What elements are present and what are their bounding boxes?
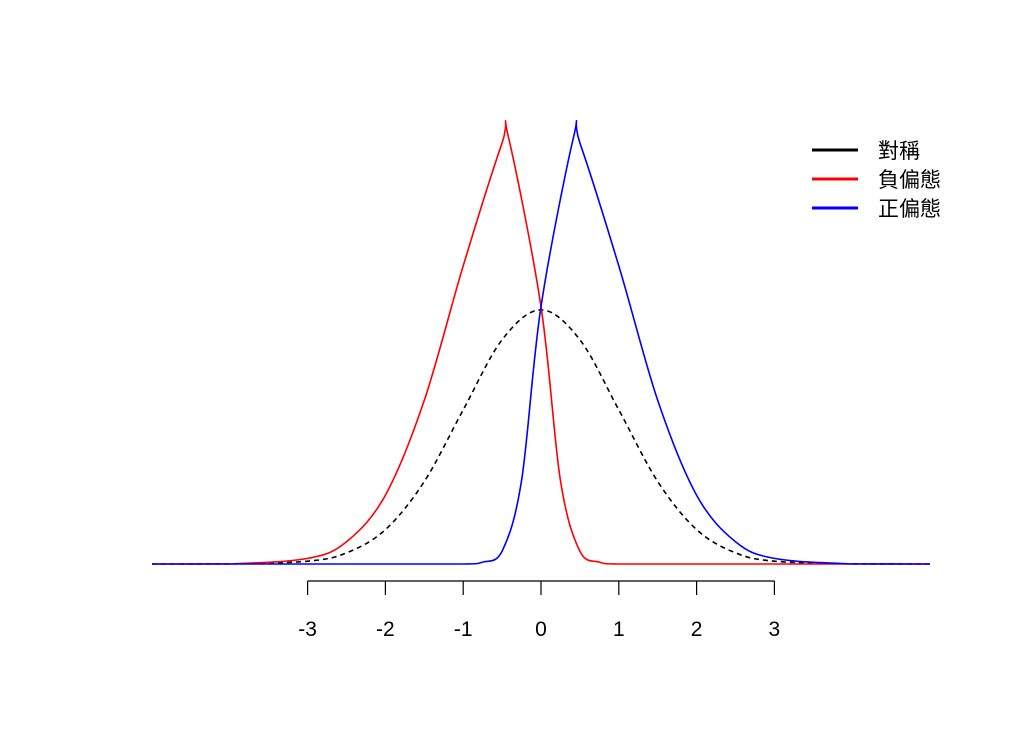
x-tick-label: 1 [613,618,625,641]
series-line-positive-skew [151,120,931,565]
x-tick-label: -3 [298,618,317,641]
x-tick-label: 0 [535,618,547,641]
legend: 對稱 負偏態 正偏態 [812,139,941,221]
x-axis: -3 -2 -1 0 1 2 3 [298,580,781,641]
series-line-symmetric [151,309,931,565]
x-tick-label: 3 [769,618,781,641]
series-line-negative-skew [151,120,930,565]
x-tick-label: 2 [691,618,703,641]
x-tick-label: -1 [454,618,473,641]
legend-label-negative-skew: 負偏態 [878,168,941,192]
legend-label-symmetric: 對稱 [878,139,920,163]
x-tick-label: -2 [376,618,395,641]
legend-label-positive-skew: 正偏態 [878,197,941,221]
curves-layer [151,120,931,565]
